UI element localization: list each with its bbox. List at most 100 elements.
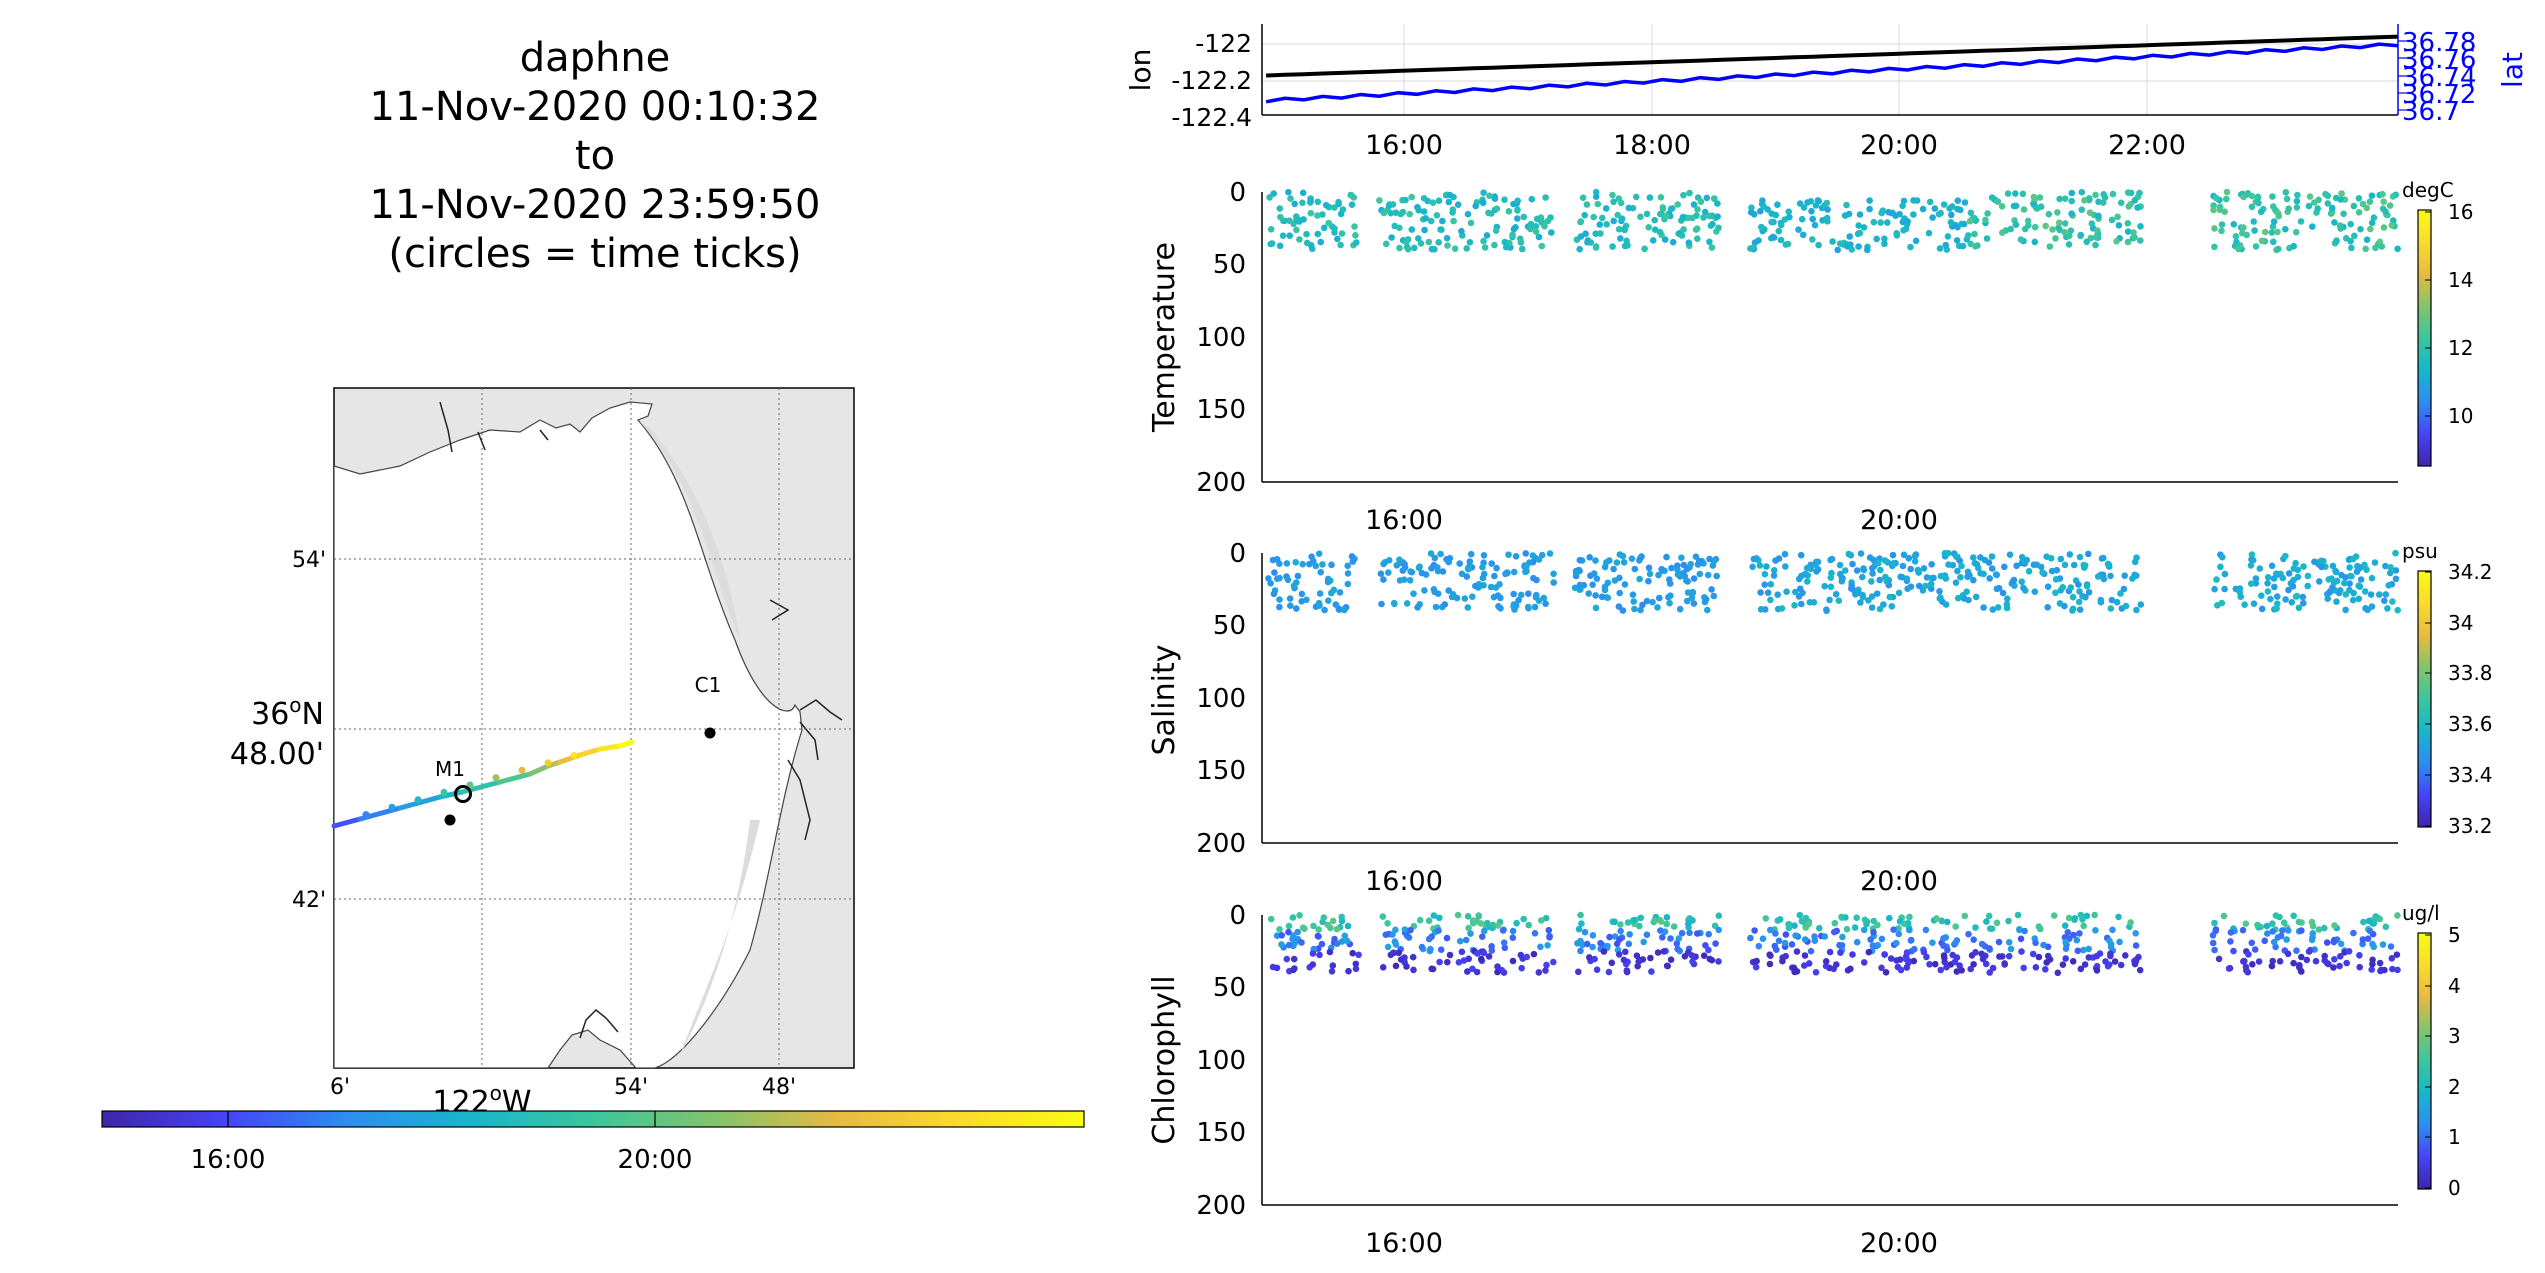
- salinity-dot: [1466, 558, 1474, 565]
- temperature-dot: [1535, 233, 1543, 241]
- chlorophyll-dot: [1418, 943, 1426, 951]
- salinity-dot: [1749, 563, 1756, 571]
- temperature-dot: [1287, 195, 1294, 202]
- temperature-dot: [1610, 217, 1617, 225]
- temperature-dot: [1592, 230, 1599, 237]
- salinity-dot: [1857, 599, 1864, 606]
- salinity-dot: [1870, 556, 1877, 564]
- salinity-dot: [1770, 567, 1778, 574]
- temperature-panel: 0 50 100 150 200 Temperature 16:00 20:00…: [1147, 178, 2473, 536]
- salinity-dot: [1797, 585, 1804, 592]
- chlorophyll-dot: [1715, 926, 1722, 934]
- chlorophyll-dot: [1874, 921, 1881, 929]
- temperature-dot: [2251, 227, 2258, 234]
- temperature-dot: [1501, 238, 1509, 246]
- title-to: to: [574, 133, 616, 179]
- salinity-dots: [1265, 549, 2401, 615]
- chlorophyll-dot: [2336, 962, 2343, 970]
- temperature-dot: [2255, 199, 2262, 207]
- salinity-dot: [2061, 561, 2069, 569]
- salinity-dot: [1927, 580, 1935, 588]
- chlorophyll-dot: [1775, 937, 1783, 945]
- temperature-dot: [1443, 234, 1451, 242]
- chlorophyll-dot: [1625, 940, 1633, 948]
- chlorophyll-dot: [1344, 922, 1352, 930]
- temperature-dot: [1866, 197, 1873, 204]
- chlorophyll-dot: [2061, 922, 2069, 929]
- temperature-dot: [1584, 239, 1591, 246]
- temperature-dot: [2033, 205, 2041, 212]
- chlorophyll-dot: [1906, 926, 1913, 934]
- temperature-dot: [1954, 205, 1961, 213]
- salinity-dot: [1396, 577, 1404, 584]
- temperature-dot: [1965, 232, 1972, 239]
- chlorophyll-dot: [1816, 924, 1823, 932]
- chlorophyll-dot: [2042, 966, 2049, 973]
- chlorophyll-dot: [2017, 935, 2025, 943]
- chlorophyll-dot: [2107, 950, 2114, 957]
- sal-colorbar: psu 34.2 34 33.8 33.6 33.4 33.2: [2402, 539, 2493, 838]
- chl-ytick-150: 150: [1196, 1118, 1246, 1148]
- temperature-dot: [2113, 238, 2120, 245]
- temperature-dot: [2061, 195, 2069, 202]
- salinity-dot: [1491, 572, 1498, 580]
- temperature-dot: [1904, 218, 1911, 225]
- salinity-dot: [1899, 562, 1907, 570]
- salinity-dot: [1873, 590, 1881, 597]
- temperature-dot: [1307, 209, 1315, 217]
- chlorophyll-dot: [1608, 959, 1616, 967]
- temperature-dot: [1438, 226, 1445, 233]
- temperature-dot: [1446, 191, 1454, 199]
- chlorophyll-dot: [1900, 920, 1908, 927]
- temperature-dot: [1694, 235, 1701, 242]
- salinity-dot: [2361, 588, 2369, 595]
- salinity-dot: [1656, 594, 1663, 602]
- chlorophyll-dot: [1878, 935, 1886, 943]
- salinity-dot: [2069, 607, 2076, 614]
- salinity-dot: [1952, 553, 1960, 560]
- temperature-dot: [1404, 245, 1412, 253]
- salinity-dot: [2273, 605, 2280, 612]
- chlorophyll-dot: [1767, 926, 1774, 934]
- chlorophyll-dot: [1355, 951, 1362, 959]
- chlorophyll-dot: [2255, 958, 2263, 965]
- salinity-dot: [2329, 562, 2337, 570]
- salinity-dot: [2304, 582, 2311, 590]
- salinity-dot: [2294, 573, 2302, 581]
- chlorophyll-dot: [1986, 969, 1993, 976]
- salinity-dot: [2030, 561, 2038, 568]
- chlorophyll-dot: [1663, 920, 1670, 928]
- chlorophyll-dot: [1577, 947, 1584, 955]
- salinity-dot: [2274, 600, 2281, 607]
- chlorophyll-dot: [2085, 945, 2092, 953]
- chlorophyll-dot: [1752, 963, 1760, 971]
- station-marker: [444, 814, 456, 826]
- salinity-dot: [1315, 550, 1323, 557]
- chlorophyll-dot: [1290, 966, 1297, 974]
- chlorophyll-dot: [2076, 930, 2083, 937]
- chlorophyll-dot: [1617, 927, 1624, 935]
- temperature-dot: [1424, 197, 1431, 205]
- temperature-dot: [1707, 222, 1715, 229]
- salinity-dot: [1678, 554, 1685, 561]
- chlorophyll-dot: [1296, 912, 1303, 919]
- salinity-dot: [1631, 565, 1639, 573]
- map-grid: [334, 388, 854, 1068]
- temperature-dot: [2211, 243, 2218, 251]
- chlorophyll-dot: [1425, 935, 1433, 943]
- temperature-dot: [1747, 209, 1755, 216]
- temperature-dot: [1319, 211, 1326, 218]
- salinity-dot: [1655, 571, 1662, 579]
- salinity-dot: [1684, 578, 1691, 585]
- salinity-dot: [1461, 595, 1469, 602]
- temperature-dot: [2210, 206, 2217, 214]
- salinity-dot: [1813, 568, 1820, 575]
- chlorophyll-dot: [1993, 919, 2001, 927]
- chlorophyll-dot: [1635, 958, 1642, 965]
- temperature-dot: [1544, 217, 1552, 225]
- salinity-dot: [2083, 582, 2091, 590]
- temperature-dot: [1463, 245, 1470, 252]
- temp-colorbar-tick-12: 12: [2448, 336, 2473, 360]
- chlorophyll-dot: [1578, 920, 1585, 927]
- temperature-dot: [1649, 237, 1657, 244]
